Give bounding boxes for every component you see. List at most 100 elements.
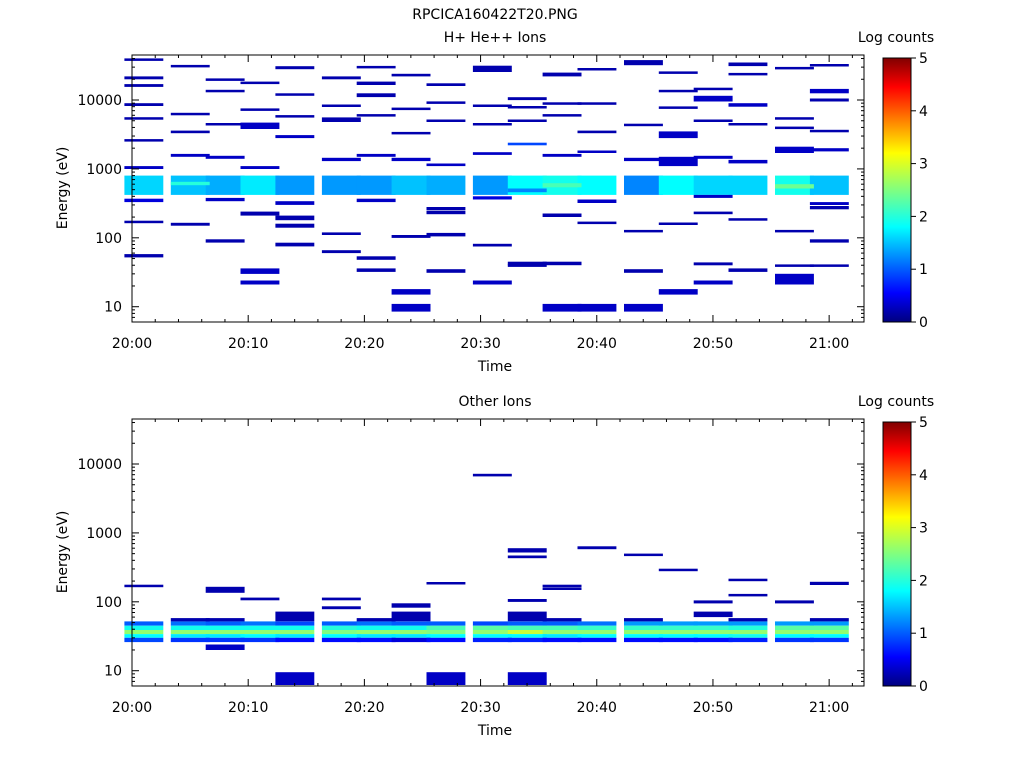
heatmap-cell — [321, 232, 361, 235]
heatmap-cell — [124, 139, 164, 142]
heatmap-cell — [542, 72, 582, 77]
colorbar-tick-label: 2 — [919, 573, 928, 589]
x-tick-label: 20:00 — [112, 336, 152, 352]
heatmap-cell — [205, 155, 245, 159]
heatmap-cell — [728, 637, 768, 643]
heatmap-cell — [205, 644, 245, 650]
heatmap-cell — [507, 611, 547, 622]
heatmap-cell — [205, 586, 245, 593]
heatmap-cell — [658, 289, 698, 295]
heatmap-cell — [658, 630, 698, 635]
heatmap-cell — [321, 621, 361, 626]
heatmap-cell — [472, 473, 512, 477]
heatmap-cell — [426, 119, 466, 122]
heatmap-cell — [809, 264, 849, 267]
heatmap-cell — [542, 303, 582, 312]
heatmap-cell — [321, 175, 361, 195]
heatmap-cell — [542, 183, 582, 188]
heatmap-cell — [507, 555, 547, 559]
x-tick-label: 20:30 — [460, 700, 500, 716]
heatmap-cell — [426, 207, 466, 211]
heatmap-cell — [472, 104, 512, 107]
heatmap-cell — [775, 229, 814, 233]
heatmap-cell — [693, 87, 733, 91]
heatmap-cell — [658, 625, 698, 630]
heatmap-cell — [507, 672, 547, 685]
heatmap-cell — [426, 625, 466, 630]
heatmap-cell — [728, 625, 768, 630]
heatmap-cell — [205, 78, 245, 81]
heatmap-cell — [205, 634, 245, 638]
heatmap-cell — [658, 175, 698, 195]
heatmap-cell — [170, 175, 210, 195]
heatmap-cell — [391, 289, 431, 295]
panel-1-title: H+ He++ Ions — [444, 30, 547, 46]
heatmap-cell — [426, 269, 466, 273]
heatmap-cell — [542, 584, 582, 588]
panel-2-title: Other Ions — [458, 394, 531, 410]
heatmap-cell — [507, 630, 547, 635]
heatmap-cell — [275, 66, 315, 70]
heatmap-cell — [356, 198, 396, 203]
panel-1-plot-frame — [131, 54, 865, 323]
heatmap-cell — [472, 196, 512, 200]
heatmap-cell — [170, 630, 210, 635]
panel-2-colorbar — [882, 421, 912, 687]
heatmap-cell — [775, 126, 814, 130]
heatmap-cell — [624, 634, 663, 638]
heatmap-cell — [240, 81, 280, 85]
heatmap-cell — [205, 618, 245, 622]
heatmap-cell — [170, 618, 210, 622]
heatmap-cell — [658, 131, 698, 139]
heatmap-cell — [275, 672, 315, 685]
heatmap-cell — [275, 93, 315, 96]
heatmap-cell — [542, 634, 582, 638]
heatmap-cell — [170, 181, 210, 186]
heatmap-cell — [356, 634, 396, 638]
heatmap-cell — [391, 625, 431, 630]
heatmap-cell — [205, 239, 245, 243]
heatmap-cell — [391, 235, 431, 238]
heatmap-cell — [507, 97, 547, 101]
heatmap-cell — [275, 625, 315, 630]
heatmap-cell — [321, 117, 361, 122]
heatmap-cell — [124, 198, 164, 203]
heatmap-cell — [472, 123, 512, 126]
heatmap-cell — [426, 175, 466, 195]
heatmap-cell — [775, 625, 814, 630]
heatmap-cell — [275, 630, 315, 635]
heatmap-cell — [170, 153, 210, 157]
heatmap-cell — [426, 211, 466, 215]
panel-2-axes-ticks: 20:00 20:10 20:20 20:30 20:40 20:50 21:00 10 100… — [77, 419, 864, 716]
colorbar-tick-label: 4 — [919, 468, 928, 484]
colorbar-tick-label: 4 — [919, 104, 928, 120]
heatmap-cell — [658, 222, 698, 225]
heatmap-cell — [775, 66, 814, 70]
heatmap-cell — [658, 106, 698, 109]
heatmap-cell — [809, 625, 849, 630]
heatmap-cell — [809, 175, 849, 195]
heatmap-cell — [624, 60, 663, 66]
heatmap-cell — [124, 584, 164, 588]
x-tick-label: 20:20 — [344, 700, 384, 716]
heatmap-cell — [240, 108, 280, 111]
heatmap-cell — [275, 201, 315, 205]
heatmap-cell — [658, 71, 698, 74]
heatmap-cell — [658, 637, 698, 643]
heatmap-cell — [624, 637, 663, 643]
heatmap-cell — [170, 621, 210, 626]
heatmap-cell — [124, 625, 164, 630]
heatmap-cell — [809, 148, 849, 152]
colorbar-tick-label: 2 — [919, 209, 928, 225]
heatmap-cell — [472, 634, 512, 638]
heatmap-cell — [658, 568, 698, 572]
heatmap-cell — [205, 625, 245, 630]
colorbar-tick-label: 1 — [919, 262, 928, 278]
heatmap-cell — [693, 280, 733, 285]
heatmap-cell — [693, 634, 733, 638]
heatmap-cell — [391, 131, 431, 135]
y-tick-label: 100 — [95, 595, 122, 611]
colorbar-tick-label: 5 — [919, 51, 928, 67]
heatmap-cell — [728, 621, 768, 626]
figure-title: RPCICA160422T20.PNG — [412, 7, 577, 23]
